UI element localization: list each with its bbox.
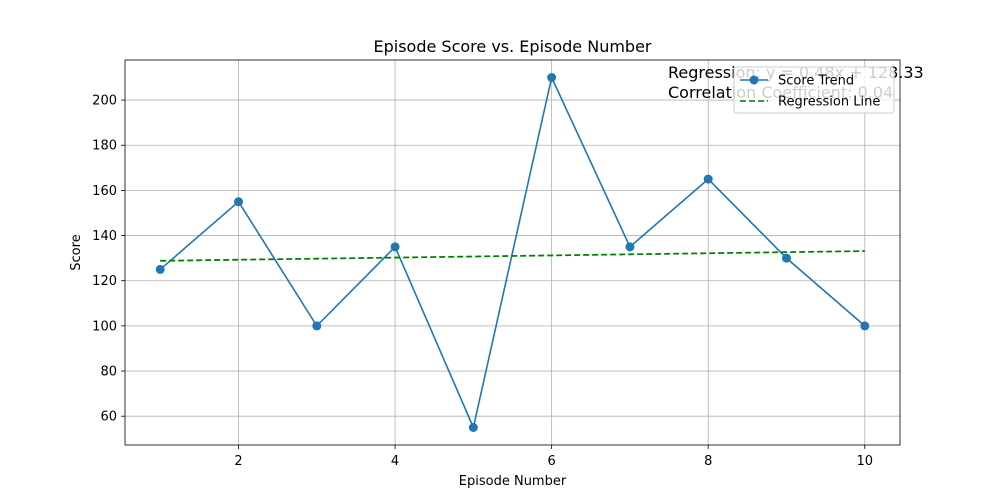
legend-marker (749, 75, 759, 85)
y-tick-label: 140 (92, 229, 117, 244)
x-tick-label: 2 (234, 454, 242, 469)
y-tick-label: 180 (92, 139, 117, 154)
x-tick-label: 6 (548, 454, 556, 469)
y-axis-title: Score (69, 234, 84, 270)
x-axis-title: Episode Number (459, 474, 567, 489)
chart-title: Episode Score vs. Episode Number (374, 37, 652, 56)
data-point (625, 242, 635, 252)
y-tick-label: 100 (92, 319, 117, 334)
legend-label: Regression Line (778, 95, 880, 110)
data-point (234, 197, 244, 207)
x-tick-label: 4 (391, 454, 399, 469)
data-point (390, 242, 400, 252)
y-tick-label: 200 (92, 94, 117, 109)
data-point (468, 423, 478, 432)
y-tick-label: 120 (92, 274, 117, 289)
ticks: 2 4 6 8 10 60 80 100 120 140 160 180 200 (92, 94, 873, 469)
series-line-0 (159, 75, 866, 431)
data-point (860, 321, 870, 331)
x-tick-label: 8 (704, 454, 712, 469)
series-line-1 (160, 250, 865, 262)
data-point (155, 264, 165, 274)
y-tick-label: 160 (92, 184, 117, 199)
legend-box (733, 66, 895, 114)
legend: Score Trend Regression Line (733, 66, 895, 114)
data-point (703, 174, 713, 184)
data-point (312, 321, 322, 331)
y-tick-label: 80 (100, 365, 117, 380)
plot-frame (124, 59, 901, 446)
data-point (547, 73, 557, 82)
y-tick-label: 60 (100, 410, 117, 425)
data-point (781, 253, 791, 263)
legend-label: Score Trend (778, 74, 854, 89)
grid (125, 60, 900, 445)
x-tick-label: 10 (856, 454, 873, 469)
series-layer (155, 73, 870, 432)
